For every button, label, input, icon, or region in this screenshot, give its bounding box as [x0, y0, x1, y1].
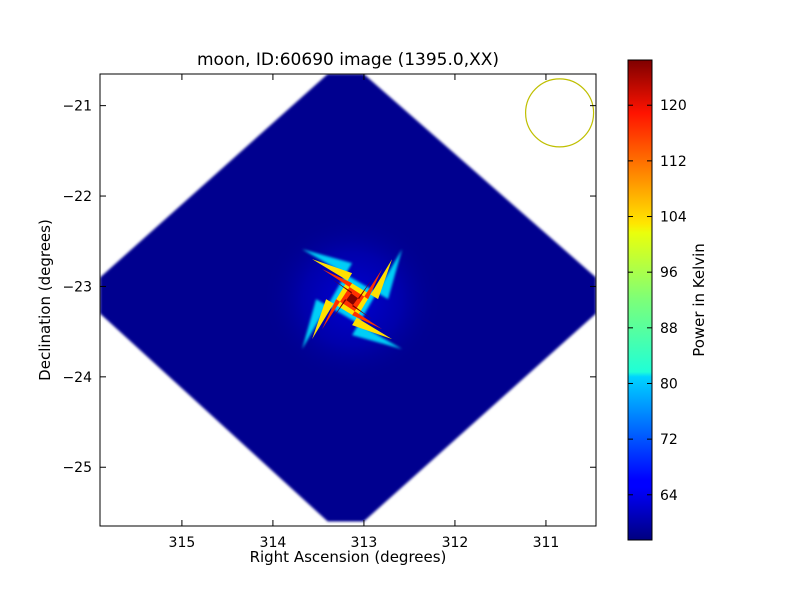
colorbar-tick-label: 120	[660, 98, 687, 114]
colorbar-gradient	[627, 59, 653, 541]
colorbar-ticks: 64 72 80 88 96 104 112 120	[628, 98, 687, 504]
x-tick-label: 313	[351, 535, 378, 551]
y-tick-label: −24	[62, 370, 92, 386]
x-tick-label: 311	[533, 535, 560, 551]
x-tick-label: 312	[442, 535, 469, 551]
x-tick-label: 315	[169, 535, 196, 551]
x-ticks: 315 314 313 312 311	[169, 74, 560, 551]
x-tick-label: 314	[260, 535, 287, 551]
beam-circle	[524, 78, 595, 148]
colorbar-tick-label: 88	[660, 321, 678, 337]
colorbar-tick-label: 80	[660, 376, 678, 392]
colorbar-tick-label: 64	[660, 488, 678, 504]
colorbar-tick-label: 112	[660, 154, 687, 170]
y-tick-label: −21	[62, 99, 92, 115]
source-cross-core	[332, 279, 373, 320]
colorbar: 64 72 80 88 96 104 112 120 Power in Kelvin	[627, 59, 708, 541]
y-ticks: −21 −22 −23 −24 −25	[62, 99, 596, 476]
y-tick-label: −23	[62, 279, 92, 295]
chart-title: moon, ID:60690 image (1395.0,XX)	[197, 50, 499, 70]
x-axis-label: Right Ascension (degrees)	[250, 548, 447, 566]
colorbar-tick-label: 96	[660, 265, 678, 281]
colorbar-tick-label: 72	[660, 432, 678, 448]
y-axis-label: Declination (degrees)	[36, 219, 54, 381]
sky-image	[100, 74, 596, 522]
y-tick-label: −22	[62, 189, 92, 205]
y-tick-label: −25	[62, 460, 92, 476]
plot-axes: 315 314 313 312 311 −21 −22 −23 −24 −25	[62, 73, 597, 551]
colorbar-label: Power in Kelvin	[690, 243, 708, 357]
plot-frame	[99, 73, 597, 527]
colorbar-tick-label: 104	[660, 210, 687, 226]
